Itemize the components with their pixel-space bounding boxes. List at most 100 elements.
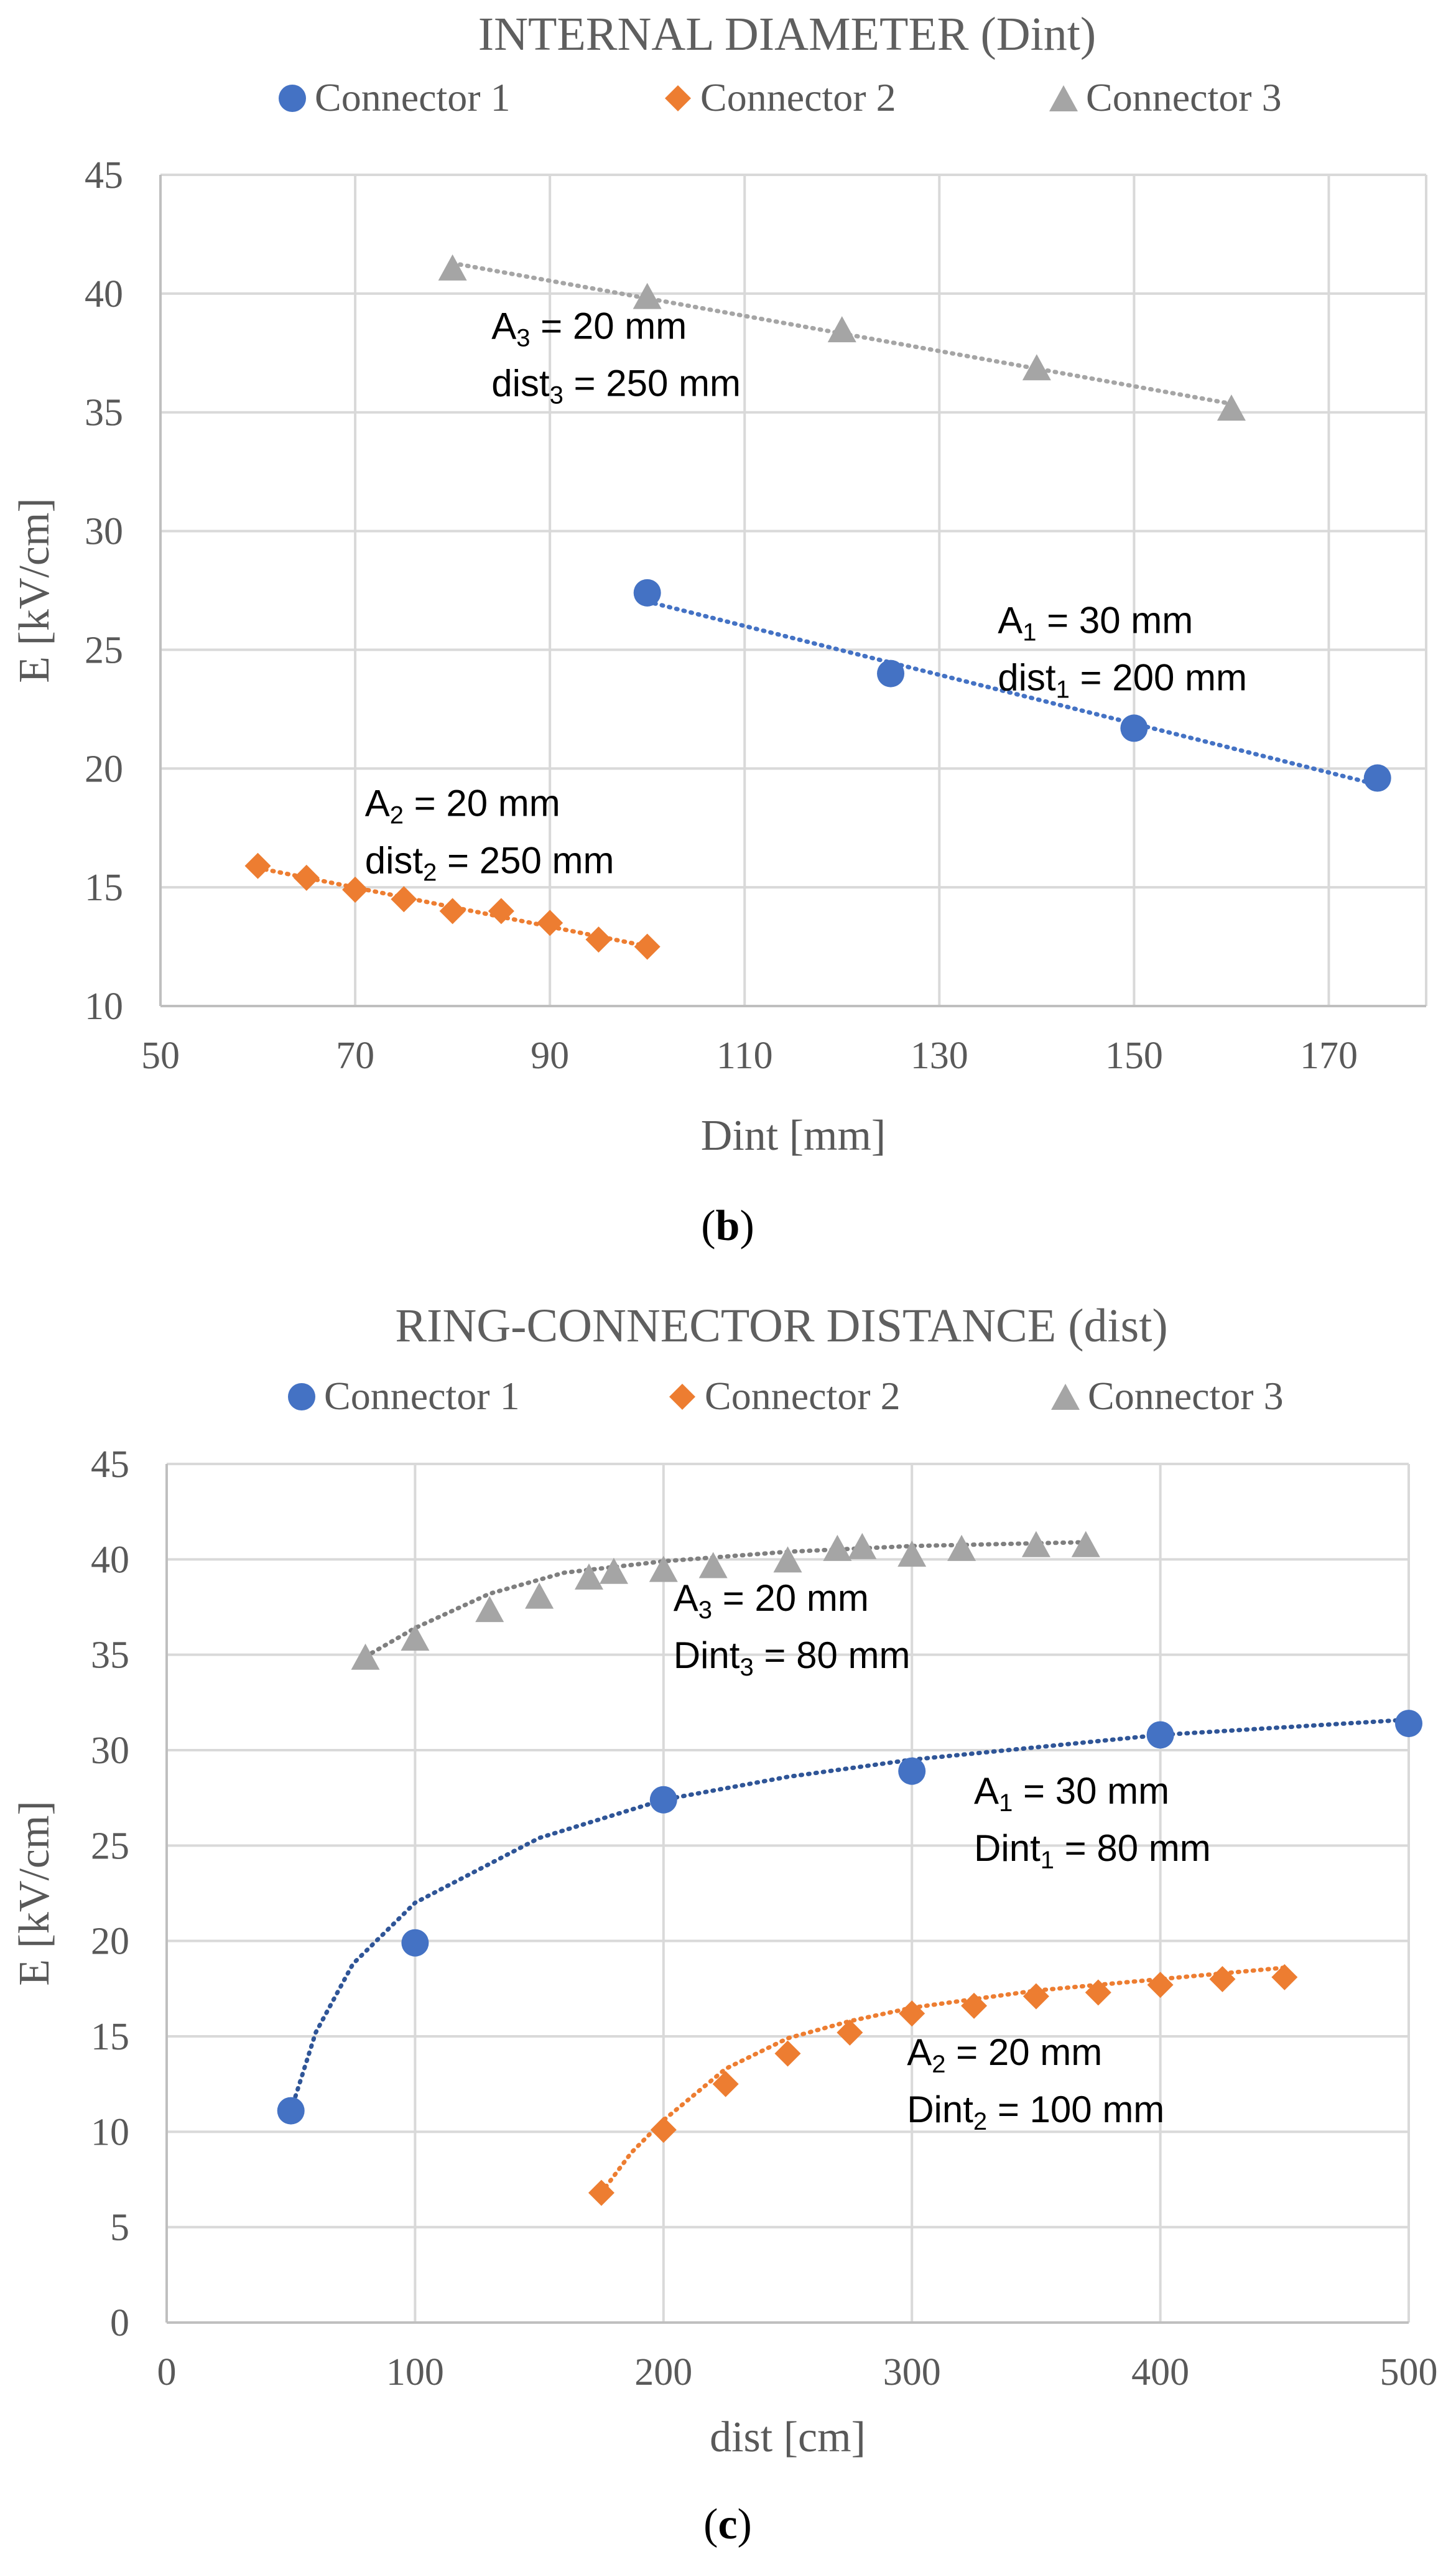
data-point (1120, 714, 1148, 742)
data-point (650, 2117, 677, 2143)
data-point (401, 1624, 430, 1651)
series-annotation: A2 = 20 mm Dint2 = 100 mm (907, 2031, 1164, 2135)
data-point (634, 933, 661, 960)
annotation-line-dist: dist1 = 200 mm (998, 657, 1247, 704)
y-tick-label: 15 (85, 867, 123, 909)
chart-b-internal-diameter: INTERNAL DIAMETER (Dint) 10 15 20 25 30 35 40 45… (11, 8, 1427, 1250)
series-annotation: A3 = 20 mm dist3 = 250 mm (491, 305, 741, 409)
x-tick-label: 110 (716, 1035, 773, 1077)
annotation-line-a: A2 = 20 mm (365, 783, 560, 829)
data-point (1217, 394, 1246, 421)
x-tick-label: 90 (531, 1035, 569, 1077)
y-tick-label: 0 (110, 2302, 129, 2344)
y-tick-label: 25 (85, 629, 123, 671)
data-point (1071, 1531, 1100, 1557)
data-point (848, 1532, 877, 1559)
data-point (342, 876, 369, 903)
x-tick-label: 50 (141, 1035, 180, 1077)
data-point (877, 659, 905, 687)
x-tick-label: 0 (157, 2351, 177, 2393)
y-tick-label: 35 (91, 1634, 129, 1677)
legend-label: Connector 3 (1088, 1374, 1284, 1418)
y-tick-label: 5 (110, 2207, 129, 2249)
trendline (645, 599, 1380, 787)
legend-marker (665, 85, 691, 111)
series-annotation: A1 = 30 mm dist1 = 200 mm (998, 600, 1247, 704)
data-point (633, 282, 662, 309)
y-tick-label: 30 (91, 1730, 129, 1772)
x-tick-label: 130 (911, 1035, 968, 1077)
data-point (1395, 1710, 1422, 1738)
legend-entry: Connector 3 (1051, 1374, 1284, 1418)
legend-marker (288, 1383, 315, 1410)
trendline (289, 1717, 1411, 2114)
data-point (525, 1582, 554, 1609)
data-point (1209, 1966, 1236, 1992)
legend-entry: Connector 2 (669, 1374, 901, 1418)
series-annotation: A1 = 30 mm Dint1 = 80 mm (974, 1770, 1211, 1874)
series-1: A1 = 30 mm dist1 = 200 mm (633, 579, 1391, 792)
series-annotation: A2 = 20 mm dist2 = 250 mm (365, 783, 614, 887)
series-3: A3 = 20 mm Dint3 = 80 mm (351, 1531, 1100, 1681)
data-point (439, 898, 466, 925)
data-point (537, 910, 563, 936)
legend-label: Connector 2 (700, 75, 896, 119)
y-tick-label: 20 (91, 1921, 129, 1963)
series-1: A1 = 30 mm Dint1 = 80 mm (277, 1710, 1422, 2125)
data-point (1085, 1979, 1111, 2006)
data-point (827, 316, 856, 343)
legend-marker (669, 1384, 695, 1410)
data-point (774, 2040, 801, 2067)
annotation-line-dist: dist2 = 250 mm (365, 840, 614, 887)
legend-entry: Connector 2 (665, 75, 896, 119)
data-point (1146, 1721, 1174, 1749)
annotation-line-a: A1 = 30 mm (974, 1770, 1169, 1817)
y-tick-label: 10 (91, 2111, 129, 2153)
data-point (947, 1534, 976, 1561)
y-tick-label: 25 (91, 1825, 129, 1867)
x-tick-label: 400 (1131, 2351, 1189, 2393)
legend-marker (1051, 1384, 1080, 1410)
data-point (588, 2179, 614, 2206)
x-tick-label: 100 (386, 2351, 444, 2393)
data-point (649, 1555, 678, 1582)
legend-label: Connector 1 (324, 1374, 520, 1418)
data-point (773, 1546, 802, 1573)
annotation-line-a: A3 = 20 mm (674, 1577, 869, 1624)
panel-label: (b) (701, 1202, 754, 1250)
annotation-line-dist: Dint1 = 80 mm (974, 1827, 1211, 1874)
data-point (1271, 1964, 1298, 1990)
legend-entry: Connector 3 (1049, 75, 1282, 119)
data-point (488, 898, 514, 925)
data-point (633, 579, 661, 607)
data-point (712, 2071, 739, 2097)
x-tick-label: 200 (634, 2351, 692, 2393)
data-point (698, 1552, 728, 1578)
data-point (391, 886, 417, 913)
x-tick-label: 500 (1380, 2351, 1438, 2393)
trendline (599, 1965, 1287, 2195)
data-point (1147, 1972, 1174, 1998)
annotation-line-dist: Dint3 = 80 mm (674, 1634, 911, 1681)
legend-label: Connector 2 (705, 1374, 901, 1418)
y-tick-label: 35 (85, 392, 123, 434)
panel-label: (c) (703, 2500, 752, 2548)
chart-title: INTERNAL DIAMETER (Dint) (478, 8, 1096, 60)
x-tick-label: 170 (1300, 1035, 1358, 1077)
x-tick-label: 300 (883, 2351, 941, 2393)
trendline (256, 865, 650, 949)
series-2: A2 = 20 mm Dint2 = 100 mm (588, 1964, 1298, 2206)
series-3: A3 = 20 mm dist3 = 250 mm (438, 254, 1246, 421)
data-point (244, 852, 271, 879)
x-tick-label: 150 (1105, 1035, 1163, 1077)
y-tick-label: 30 (85, 511, 123, 553)
data-point (574, 1563, 603, 1590)
y-tick-label: 10 (85, 986, 123, 1028)
x-axis-label: Dint [mm] (701, 1112, 886, 1160)
data-point (1363, 764, 1391, 792)
data-point (898, 1757, 926, 1785)
y-tick-label: 45 (85, 154, 123, 197)
data-point (899, 2000, 925, 2027)
data-point (277, 2097, 305, 2125)
data-point (1021, 1531, 1050, 1557)
